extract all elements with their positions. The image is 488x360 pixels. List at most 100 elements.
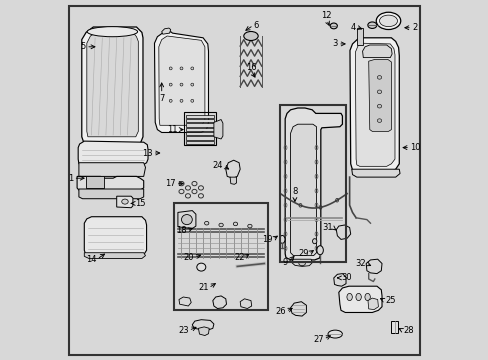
Ellipse shape <box>87 27 137 37</box>
Polygon shape <box>368 59 390 131</box>
Polygon shape <box>186 115 213 118</box>
Text: 21: 21 <box>198 284 208 292</box>
Ellipse shape <box>355 293 361 301</box>
Text: 12: 12 <box>321 11 331 20</box>
Text: 4: 4 <box>350 22 355 31</box>
Text: 26: 26 <box>275 307 285 316</box>
Polygon shape <box>186 128 213 131</box>
Polygon shape <box>192 320 213 330</box>
Ellipse shape <box>180 99 183 102</box>
Text: 16: 16 <box>246 63 257 72</box>
Polygon shape <box>77 176 143 190</box>
Text: 15: 15 <box>134 199 145 208</box>
Polygon shape <box>178 211 196 229</box>
Text: 23: 23 <box>178 326 188 335</box>
Ellipse shape <box>180 67 183 70</box>
Ellipse shape <box>375 12 400 30</box>
Text: 22: 22 <box>234 253 244 262</box>
Text: 30: 30 <box>340 274 351 282</box>
Ellipse shape <box>196 263 205 271</box>
Polygon shape <box>225 160 240 178</box>
Polygon shape <box>79 189 143 199</box>
Bar <box>356 28 362 45</box>
Polygon shape <box>362 45 391 58</box>
Text: 11: 11 <box>167 125 178 134</box>
Polygon shape <box>355 43 394 166</box>
Ellipse shape <box>180 83 183 86</box>
Ellipse shape <box>367 22 376 28</box>
Bar <box>173 203 267 310</box>
Polygon shape <box>84 253 145 258</box>
Polygon shape <box>186 123 213 127</box>
Text: 13: 13 <box>142 149 152 158</box>
Bar <box>390 321 397 333</box>
Polygon shape <box>351 169 399 177</box>
Text: 17: 17 <box>165 179 176 188</box>
Polygon shape <box>291 259 311 266</box>
Ellipse shape <box>233 222 237 226</box>
Text: 2: 2 <box>411 23 416 32</box>
Polygon shape <box>117 196 133 208</box>
Polygon shape <box>285 108 342 260</box>
Ellipse shape <box>169 67 172 70</box>
Polygon shape <box>349 38 399 172</box>
Bar <box>279 105 346 262</box>
Polygon shape <box>198 327 209 336</box>
Ellipse shape <box>190 83 193 86</box>
Text: 18: 18 <box>176 226 186 235</box>
Polygon shape <box>366 259 381 274</box>
Polygon shape <box>86 176 104 188</box>
Ellipse shape <box>316 246 323 255</box>
Text: 3: 3 <box>332 40 337 49</box>
Ellipse shape <box>377 119 381 122</box>
Polygon shape <box>162 28 170 34</box>
Ellipse shape <box>190 67 193 70</box>
Text: 5: 5 <box>81 42 86 51</box>
Polygon shape <box>179 297 191 306</box>
Ellipse shape <box>169 99 172 102</box>
Polygon shape <box>78 141 148 166</box>
Polygon shape <box>213 120 223 139</box>
Ellipse shape <box>298 261 305 266</box>
Ellipse shape <box>329 23 337 29</box>
Ellipse shape <box>219 223 223 227</box>
Text: 25: 25 <box>384 296 395 305</box>
Polygon shape <box>81 27 142 144</box>
Polygon shape <box>290 302 306 316</box>
Polygon shape <box>240 299 251 309</box>
Text: 14: 14 <box>86 255 97 264</box>
Ellipse shape <box>377 104 381 108</box>
Polygon shape <box>87 33 138 137</box>
Text: 20: 20 <box>183 253 194 262</box>
Ellipse shape <box>346 293 351 301</box>
Polygon shape <box>186 136 213 140</box>
Text: 8: 8 <box>292 187 297 196</box>
Polygon shape <box>84 217 146 256</box>
Ellipse shape <box>327 330 342 338</box>
Polygon shape <box>290 124 316 256</box>
Text: 6: 6 <box>253 21 258 30</box>
Ellipse shape <box>122 199 128 204</box>
Polygon shape <box>212 296 226 309</box>
Polygon shape <box>367 298 378 310</box>
Ellipse shape <box>377 90 381 94</box>
Text: 27: 27 <box>312 335 323 343</box>
Text: 32: 32 <box>355 259 366 268</box>
Text: 28: 28 <box>402 326 413 335</box>
Text: 7: 7 <box>159 94 164 103</box>
Polygon shape <box>230 177 236 184</box>
Polygon shape <box>336 225 350 239</box>
Text: 31: 31 <box>322 223 332 232</box>
Polygon shape <box>159 36 204 125</box>
Ellipse shape <box>190 99 193 102</box>
Text: 10: 10 <box>409 143 420 152</box>
Ellipse shape <box>312 239 316 244</box>
Polygon shape <box>333 274 346 286</box>
Ellipse shape <box>169 83 172 86</box>
Polygon shape <box>154 32 208 132</box>
Ellipse shape <box>204 221 208 225</box>
Polygon shape <box>186 141 213 144</box>
Polygon shape <box>338 286 381 312</box>
Text: 29: 29 <box>298 249 308 258</box>
Text: 9: 9 <box>282 258 287 267</box>
